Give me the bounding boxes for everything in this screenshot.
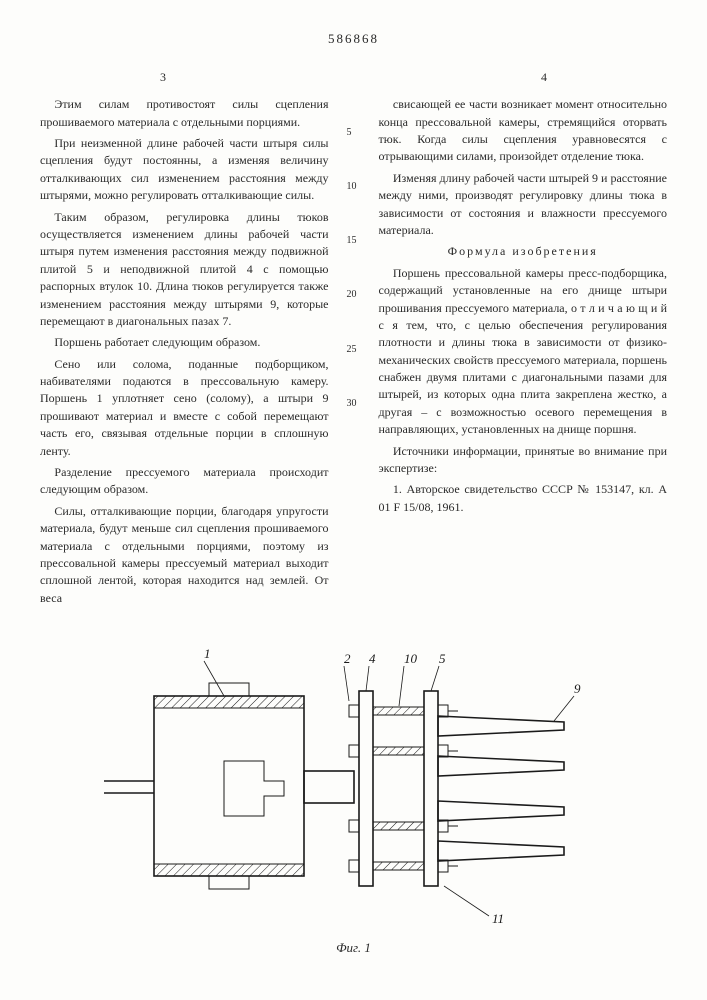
line-num: 30	[347, 397, 361, 412]
svg-text:1: 1	[204, 646, 211, 661]
para: Таким образом, регулировка длины тюков о…	[40, 209, 329, 331]
para: Сено или солома, поданные подборщиком, н…	[40, 356, 329, 460]
sources-label: Источники информации, принятые во вниман…	[379, 443, 668, 478]
para: Поршень работает следующим образом.	[40, 334, 329, 351]
line-number-gutter: 5 10 15 20 25 30	[347, 96, 361, 611]
figure-1: 1 2 4 10 5 9 11 Фиг. 1	[40, 641, 667, 958]
sources-item: 1. Авторское свидетельство СССР № 153147…	[379, 481, 668, 516]
svg-text:10: 10	[404, 651, 418, 666]
line-num: 10	[347, 180, 361, 195]
para: свисающей ее части возникает момент отно…	[379, 96, 668, 166]
right-column: свисающей ее части возникает момент отно…	[379, 96, 668, 611]
line-num: 25	[347, 343, 361, 358]
figure-caption: Фиг. 1	[40, 939, 667, 958]
page-right: 4	[541, 69, 547, 86]
formula-title: Формула изобретения	[379, 243, 668, 260]
svg-text:5: 5	[439, 651, 446, 666]
svg-text:2: 2	[344, 651, 351, 666]
para: Силы, отталкивающие порции, благодаря уп…	[40, 503, 329, 607]
left-column: Этим силам противостоят силы сцепления п…	[40, 96, 329, 611]
para: Изменяя длину рабочей части штырей 9 и р…	[379, 170, 668, 240]
page-numbers: 3 4	[160, 69, 547, 86]
para: Поршень прессовальной камеры пресс-подбо…	[379, 265, 668, 439]
para: Этим силам противостоят силы сцепления п…	[40, 96, 329, 131]
line-num: 15	[347, 234, 361, 249]
page-left: 3	[160, 69, 166, 86]
text-columns: Этим силам противостоят силы сцепления п…	[40, 96, 667, 611]
svg-text:4: 4	[369, 651, 376, 666]
para: Разделение прессуемого материала происхо…	[40, 464, 329, 499]
line-num: 5	[347, 126, 361, 141]
para: При неизменной длине рабочей части штыря…	[40, 135, 329, 205]
svg-text:9: 9	[574, 681, 581, 696]
patent-number: 586868	[40, 30, 667, 49]
line-num: 20	[347, 288, 361, 303]
svg-text:11: 11	[492, 911, 504, 926]
figure-drawing: 1 2 4 10 5 9 11	[94, 641, 614, 931]
